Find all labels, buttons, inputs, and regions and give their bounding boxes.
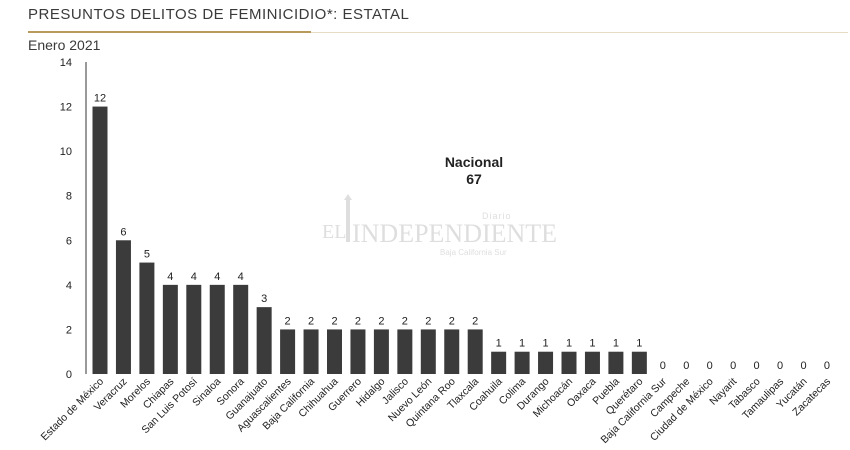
national-total-value: 67 [466,171,482,187]
bar-value-label: 2 [308,315,314,327]
bar [303,329,319,374]
bar-value-label: 2 [472,315,478,327]
watermark-region: Baja California Sur [440,248,507,257]
bar-value-label: 2 [425,315,431,327]
bar-value-label: 2 [331,315,337,327]
bar-value-label: 0 [730,360,736,372]
national-total-label: Nacional [445,154,503,170]
title-underline-faint [311,32,848,33]
watermark-tag: Diario [482,211,512,221]
bar [256,307,272,374]
bar [162,284,178,374]
bar-value-label: 0 [683,360,689,372]
bar-value-label: 2 [355,315,361,327]
y-tick-label: 10 [60,146,72,158]
angel-statue-icon [344,194,352,242]
bar-value-label: 1 [542,338,548,350]
chart-subtitle: Enero 2021 [28,37,101,53]
bar [327,329,342,374]
bar [397,329,413,374]
y-tick-label: 14 [60,57,72,69]
bar-value-label: 1 [636,338,642,350]
y-tick-label: 8 [66,191,72,203]
bar-value-label: 0 [824,360,830,372]
bar-value-label: 2 [449,315,455,327]
bar [233,284,249,374]
bar [491,351,507,374]
category-labels-group: Estado de MéxicoVeracruzMorelosChiapasSa… [39,375,833,446]
bar [420,329,436,374]
bar-value-label: 4 [238,271,244,283]
chart-title: PRESUNTOS DELITOS DE FEMINICIDIO*: ESTAT… [28,6,410,23]
title-underline [28,31,311,33]
bar [186,284,202,374]
bar-value-label: 1 [613,338,619,350]
bar [444,329,460,374]
bar [373,329,389,374]
bar [631,351,647,374]
bar [280,329,296,374]
y-axis: 0 2 4 6 8 10 12 14 [60,57,87,381]
y-tick-label: 6 [66,235,72,247]
bar [538,351,554,374]
bar [92,106,108,375]
bar-value-label: 0 [800,360,806,372]
watermark-prefix: EL [322,221,346,243]
value-labels-group: 12 6 5 4 4 4 4 3 2 2 2 2 2 2 2 2 2 1 1 1 1 1 1 1 0 0 0 0 0 0 0 0 [94,93,830,372]
y-tick-label: 0 [66,369,72,381]
bar-value-label: 5 [144,249,150,261]
bar [514,351,530,374]
bar-value-label: 4 [191,271,197,283]
bar-value-label: 4 [167,271,173,283]
bar-value-label: 3 [261,293,267,305]
chart-header: PRESUNTOS DELITOS DE FEMINICIDIO*: ESTAT… [28,4,848,53]
bar-value-label: 6 [120,226,126,238]
bar [350,329,366,374]
bar [467,329,483,374]
bar [584,351,600,374]
y-tick-label: 4 [66,280,72,292]
watermark-logo: EL INDEPENDIENTE Diario Baja California … [322,194,557,257]
bar [561,351,577,374]
y-tick-label: 12 [60,102,72,114]
bar-value-label: 1 [589,338,595,350]
bar-value-label: 4 [214,271,220,283]
bar-value-label: 2 [402,315,408,327]
bar-value-label: 1 [496,338,502,350]
bars-group [92,106,647,375]
bar-value-label: 0 [660,360,666,372]
bar [139,262,155,374]
bar-value-label: 0 [707,360,713,372]
bar [209,284,225,374]
bar [115,240,131,374]
bar-value-label: 1 [519,338,525,350]
bar-value-label: 0 [777,360,783,372]
bar [608,351,624,374]
bar-value-label: 1 [566,338,572,350]
bar-value-label: 2 [285,315,291,327]
bar-value-label: 12 [94,93,106,105]
watermark-name: INDEPENDIENTE [352,219,557,248]
y-tick-label: 2 [66,324,72,336]
bar-value-label: 2 [378,315,384,327]
bar-value-label: 0 [754,360,760,372]
